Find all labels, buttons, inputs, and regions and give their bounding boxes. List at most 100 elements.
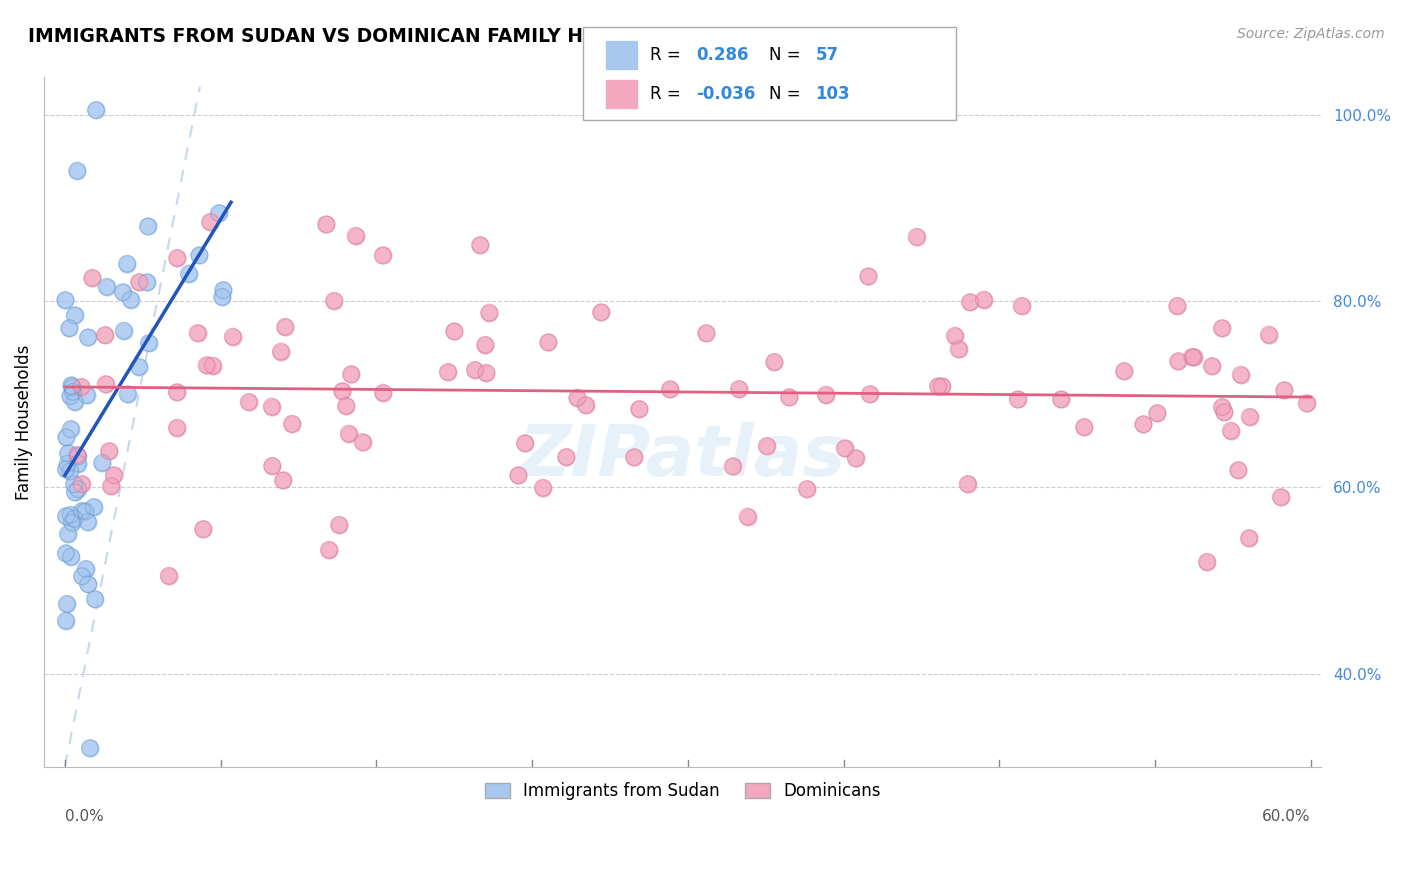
Point: [157, 568, 180, 582]
Point: [75, 504, 97, 518]
Point: [352, 435, 374, 450]
Point: [177, 267, 200, 281]
Point: [1219, 424, 1241, 438]
Text: R =: R =: [650, 46, 686, 64]
Point: [76, 388, 98, 402]
Point: [628, 402, 651, 417]
Point: [103, 468, 125, 483]
Point: [63, 395, 86, 409]
Point: [1229, 368, 1251, 382]
Point: [59, 389, 82, 403]
Point: [931, 379, 953, 393]
Point: [281, 417, 304, 431]
Point: [1007, 392, 1029, 407]
Point: [212, 283, 235, 297]
Point: [208, 206, 231, 220]
Point: [262, 458, 284, 473]
Point: [238, 395, 260, 409]
Point: [70, 380, 93, 394]
Point: [1257, 327, 1279, 342]
Point: [208, 206, 231, 220]
Point: [1167, 354, 1189, 368]
Point: [344, 228, 367, 243]
Point: [211, 290, 233, 304]
Text: 0.0%: 0.0%: [65, 809, 104, 823]
Point: [478, 305, 501, 319]
Point: [94, 328, 117, 343]
Point: [128, 275, 150, 289]
Point: [138, 336, 160, 351]
Point: [79, 741, 101, 756]
Point: [55, 546, 77, 560]
Point: [70, 569, 93, 583]
Text: N =: N =: [769, 85, 806, 103]
Point: [1227, 463, 1250, 477]
Point: [96, 280, 118, 294]
Point: [332, 384, 354, 399]
Point: [371, 385, 394, 400]
Point: [70, 504, 93, 518]
Point: [83, 500, 105, 514]
Point: [70, 477, 93, 491]
Point: [112, 324, 135, 338]
Point: [948, 343, 970, 357]
Point: [628, 402, 651, 417]
Point: [212, 283, 235, 297]
Point: [117, 387, 139, 401]
Point: [335, 399, 357, 413]
Point: [340, 368, 363, 382]
Point: [763, 355, 786, 369]
Point: [470, 238, 492, 252]
Text: Source: ZipAtlas.com: Source: ZipAtlas.com: [1237, 27, 1385, 41]
Point: [79, 741, 101, 756]
Point: [1239, 409, 1261, 424]
Point: [111, 285, 134, 300]
Point: [1114, 364, 1136, 378]
Point: [1182, 351, 1205, 365]
Point: [727, 382, 749, 396]
Point: [1146, 406, 1168, 420]
Point: [211, 290, 233, 304]
Point: [166, 420, 188, 434]
Point: [905, 229, 928, 244]
Point: [83, 500, 105, 514]
Text: IMMIGRANTS FROM SUDAN VS DOMINICAN FAMILY HOUSEHOLDS CORRELATION CHART: IMMIGRANTS FROM SUDAN VS DOMINICAN FAMIL…: [28, 27, 945, 45]
Point: [537, 335, 560, 350]
Point: [537, 335, 560, 350]
Point: [98, 444, 121, 458]
Point: [55, 509, 77, 524]
Point: [60, 549, 83, 564]
Point: [56, 457, 79, 471]
Point: [340, 368, 363, 382]
Point: [63, 485, 86, 500]
Point: [77, 577, 100, 591]
Point: [128, 359, 150, 374]
Point: [531, 481, 554, 495]
Point: [721, 459, 744, 474]
Point: [136, 219, 159, 234]
Point: [62, 384, 84, 399]
Point: [55, 614, 77, 628]
Point: [59, 508, 82, 522]
Point: [166, 251, 188, 265]
Point: [1227, 463, 1250, 477]
Point: [98, 444, 121, 458]
Point: [63, 395, 86, 409]
Point: [188, 248, 211, 262]
Point: [77, 577, 100, 591]
Point: [834, 442, 856, 456]
Point: [943, 328, 966, 343]
Point: [60, 549, 83, 564]
Point: [371, 248, 394, 262]
Point: [755, 439, 778, 453]
Point: [555, 450, 578, 464]
Point: [959, 295, 981, 310]
Point: [128, 359, 150, 374]
Point: [115, 257, 138, 271]
Point: [763, 355, 786, 369]
Point: [59, 464, 82, 478]
Point: [834, 442, 856, 456]
Point: [1229, 368, 1251, 382]
Point: [1270, 490, 1292, 504]
Point: [956, 477, 979, 491]
